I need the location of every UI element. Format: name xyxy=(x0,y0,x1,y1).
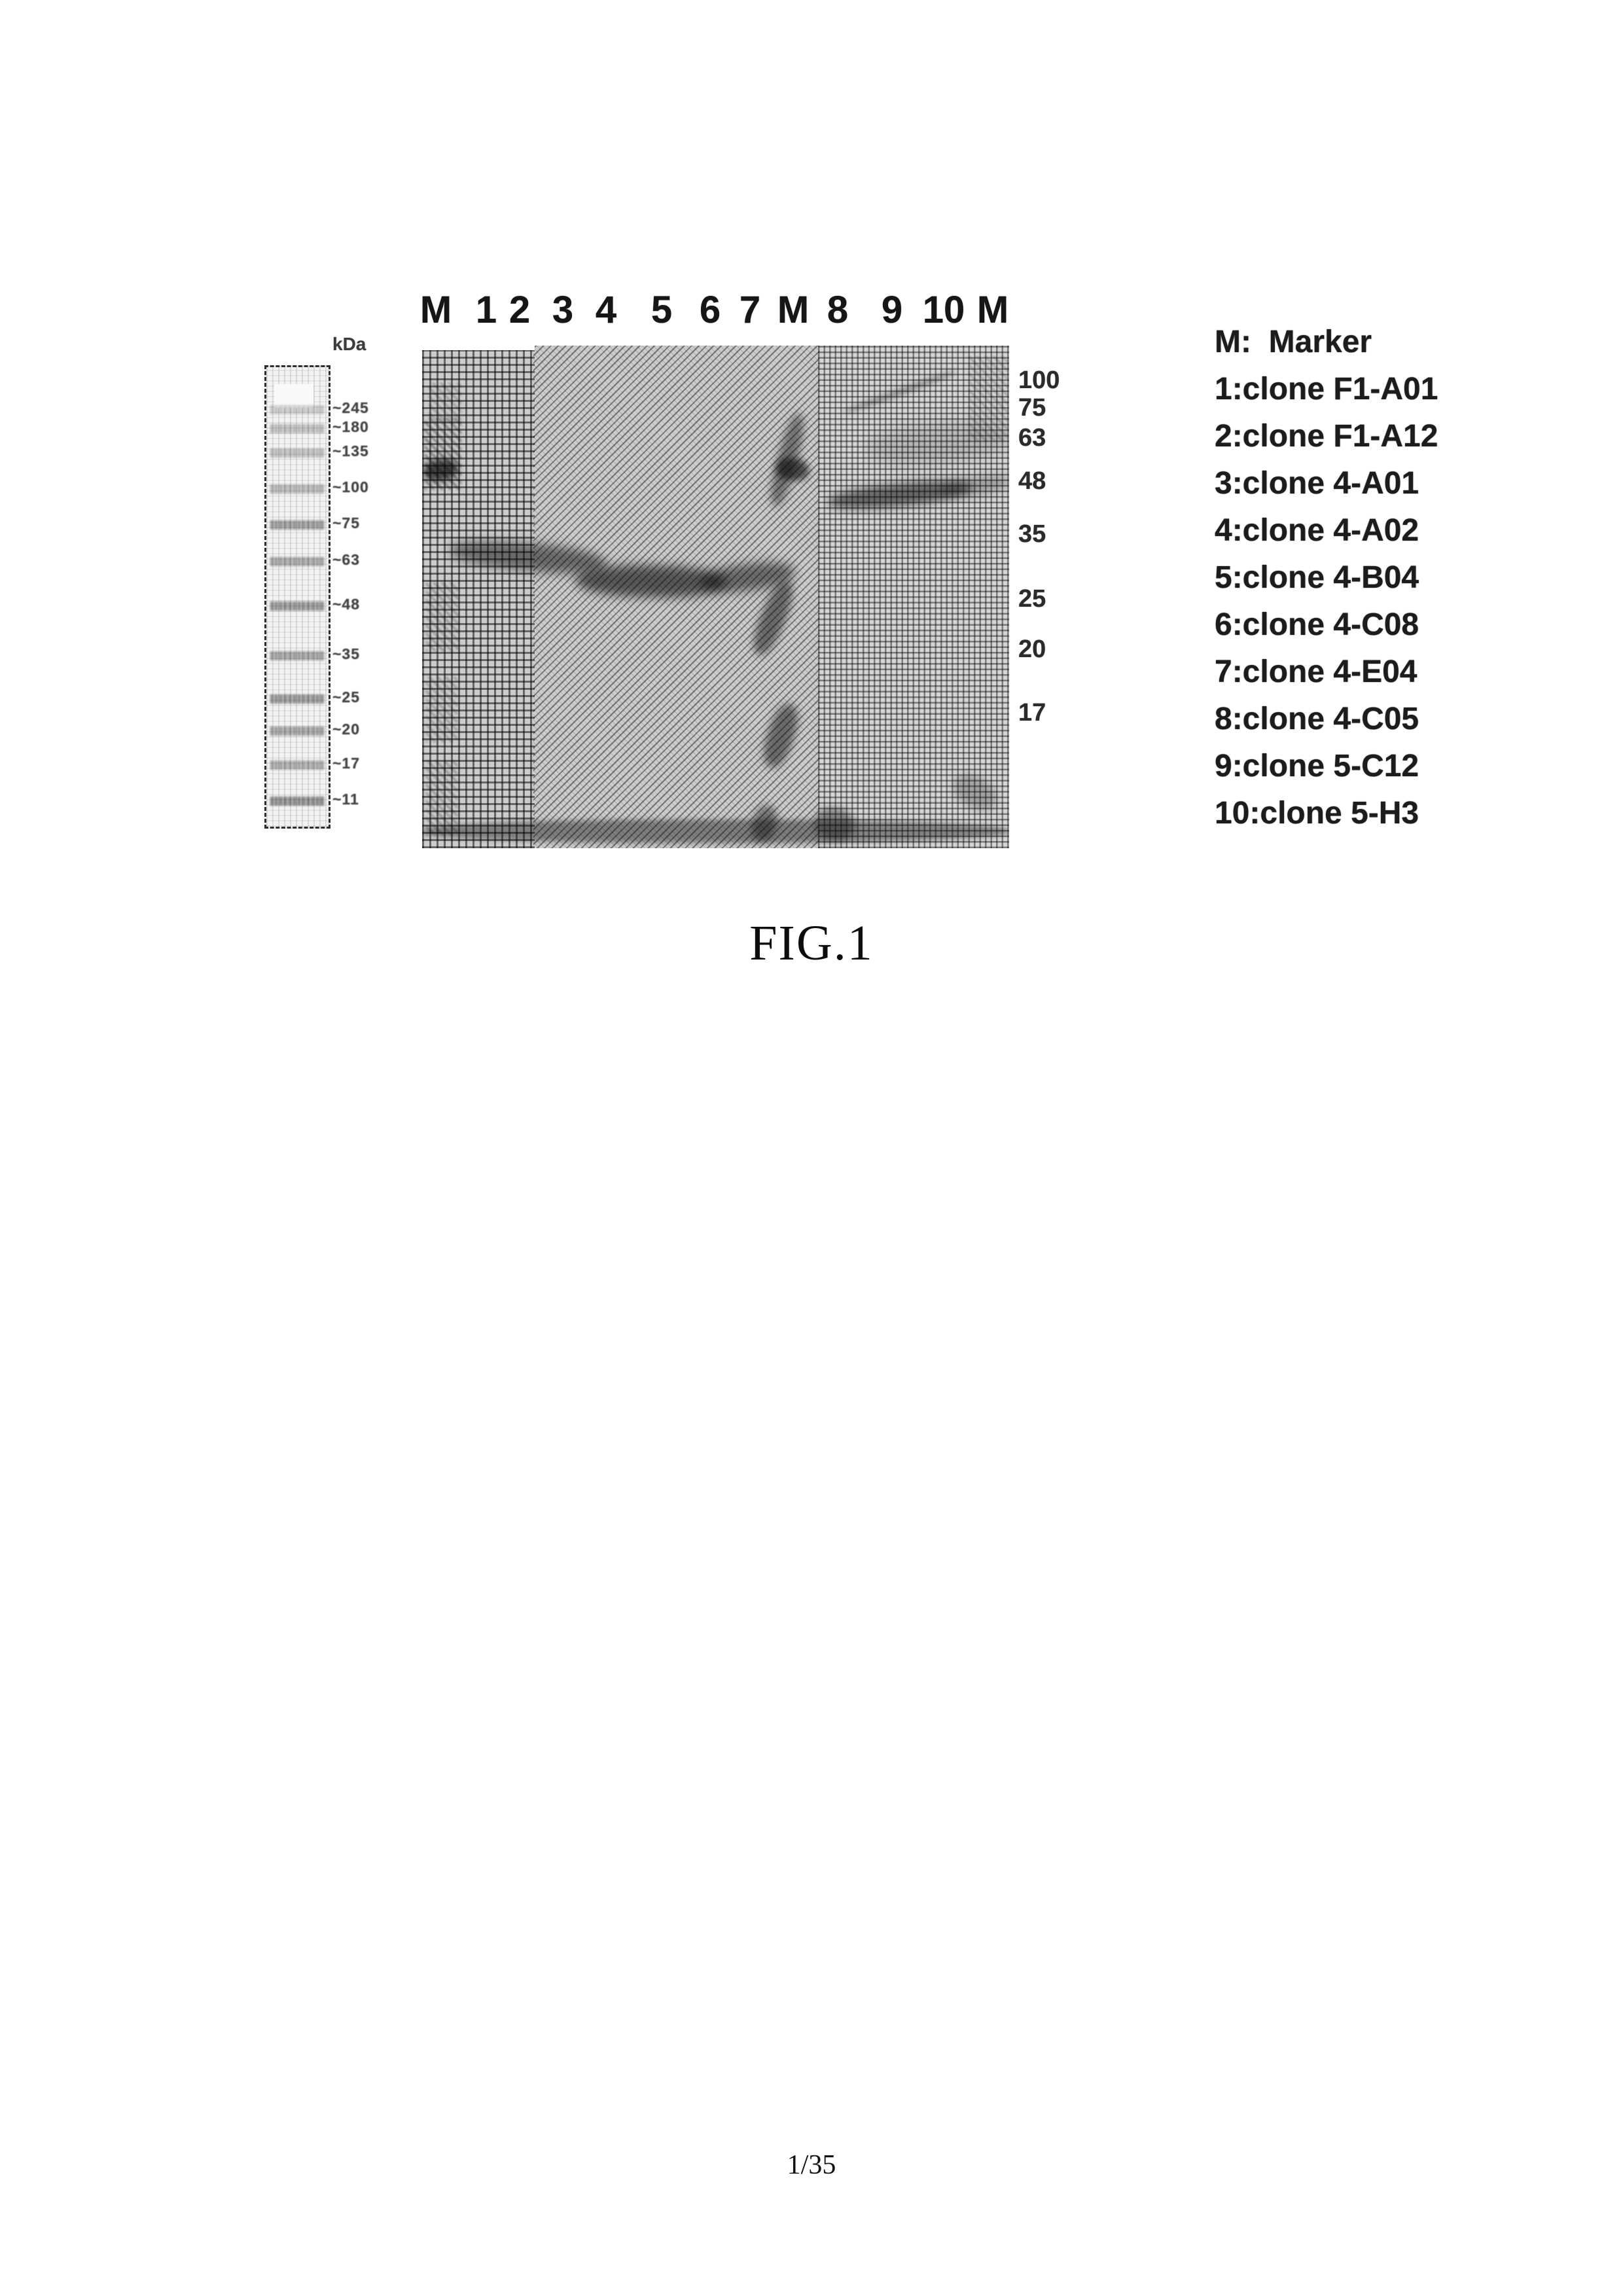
gel-band xyxy=(422,819,1009,843)
ladder-band xyxy=(270,694,325,704)
legend-line: M: Marker xyxy=(1215,325,1372,359)
ladder-band xyxy=(270,520,325,529)
legend-line: 1:clone F1-A01 xyxy=(1215,372,1438,406)
ladder-weight-label: ~35 xyxy=(332,645,361,662)
ladder-weight-label: ~17 xyxy=(332,755,361,772)
protein-ladder-strip xyxy=(264,365,330,829)
ladder-weight-label: ~100 xyxy=(332,478,369,495)
ladder-weight-label: ~63 xyxy=(332,551,361,568)
gel-band xyxy=(426,677,457,742)
ladder-weight-label: ~135 xyxy=(332,442,369,459)
ladder-band xyxy=(270,405,325,414)
gel-blot-image xyxy=(422,346,1009,848)
lane-label: 3 xyxy=(552,289,574,331)
legend-line: 5:clone 4-B04 xyxy=(1215,560,1419,595)
lane-label: 6 xyxy=(699,289,721,331)
mw-label: 100 xyxy=(1018,367,1060,394)
mw-label: 48 xyxy=(1018,467,1046,495)
gel-band xyxy=(969,356,1008,441)
ladder-band xyxy=(270,557,325,566)
ladder-weight-label: ~20 xyxy=(332,721,361,738)
legend-line: 7:clone 4-E04 xyxy=(1215,655,1418,689)
page-number: 1/35 xyxy=(787,2150,836,2180)
ladder-band xyxy=(270,484,325,493)
ladder-weight-label: ~75 xyxy=(332,514,361,531)
lane-label: 4 xyxy=(595,289,617,331)
gel-mw-labels-right: 100 75 63 48 35 25 20 17 xyxy=(1018,0,1090,851)
lane-label: 1 xyxy=(475,289,497,331)
mw-label: 25 xyxy=(1018,585,1046,613)
legend-line: 2:clone F1-A12 xyxy=(1215,419,1438,454)
ladder-band xyxy=(270,651,325,660)
gel-band xyxy=(426,583,459,651)
lane-legend: M: Marker 1:clone F1-A01 2:clone F1-A12 3:c… xyxy=(1215,319,1516,837)
mw-label: 20 xyxy=(1018,636,1046,663)
ladder-band xyxy=(270,761,325,770)
legend-line: 8:clone 4-C05 xyxy=(1215,702,1419,736)
mw-label: 35 xyxy=(1018,520,1046,548)
ladder-weight-label: ~11 xyxy=(332,791,359,808)
ladder-band xyxy=(270,797,325,806)
gel-band xyxy=(426,761,457,836)
gel-band xyxy=(429,383,461,422)
legend-line: 4:clone 4-A02 xyxy=(1215,513,1419,548)
lane-label: 10 xyxy=(922,289,965,331)
mw-label: 75 xyxy=(1018,394,1046,422)
lane-label: 9 xyxy=(881,289,903,331)
lane-label: 8 xyxy=(827,289,849,331)
ladder-weight-label: ~180 xyxy=(332,418,369,435)
kda-unit-label: kDa xyxy=(332,334,366,354)
lane-label: M xyxy=(777,289,810,331)
ladder-blank-area xyxy=(274,384,313,408)
legend-line: 3:clone 4-A01 xyxy=(1215,466,1419,501)
gel-lane-labels: M 1 2 3 4 5 6 7 M 8 9 10 M xyxy=(0,288,1623,331)
lane-label: 2 xyxy=(508,289,531,331)
ladder-band xyxy=(270,448,325,457)
ladder-weight-label: ~48 xyxy=(332,596,361,613)
legend-line: 10:clone 5-H3 xyxy=(1215,796,1419,831)
ladder-band xyxy=(270,424,325,433)
ladder-band xyxy=(270,601,325,611)
lane-label: M xyxy=(419,289,452,331)
mw-label: 63 xyxy=(1018,424,1046,452)
mw-label: 17 xyxy=(1018,699,1046,726)
figure-caption: FIG.1 xyxy=(749,916,874,971)
lane-label: 7 xyxy=(739,289,761,331)
gel-texture-right xyxy=(818,346,1009,848)
gel-top-step xyxy=(422,346,535,350)
ladder-weight-label: ~245 xyxy=(332,399,369,416)
ladder-weight-labels: ~245 ~180 ~135 ~100 ~75 ~63 ~48 ~35 ~25 ~20 ~17 ~11 xyxy=(332,0,393,851)
lane-label: 5 xyxy=(651,289,673,331)
ladder-weight-label: ~25 xyxy=(332,689,361,706)
gel-texture-left-lane xyxy=(422,346,535,848)
lane-label: M xyxy=(976,289,1009,331)
ladder-band xyxy=(270,726,325,736)
legend-line: 9:clone 5-C12 xyxy=(1215,749,1419,783)
legend-line: 6:clone 4-C08 xyxy=(1215,607,1419,642)
